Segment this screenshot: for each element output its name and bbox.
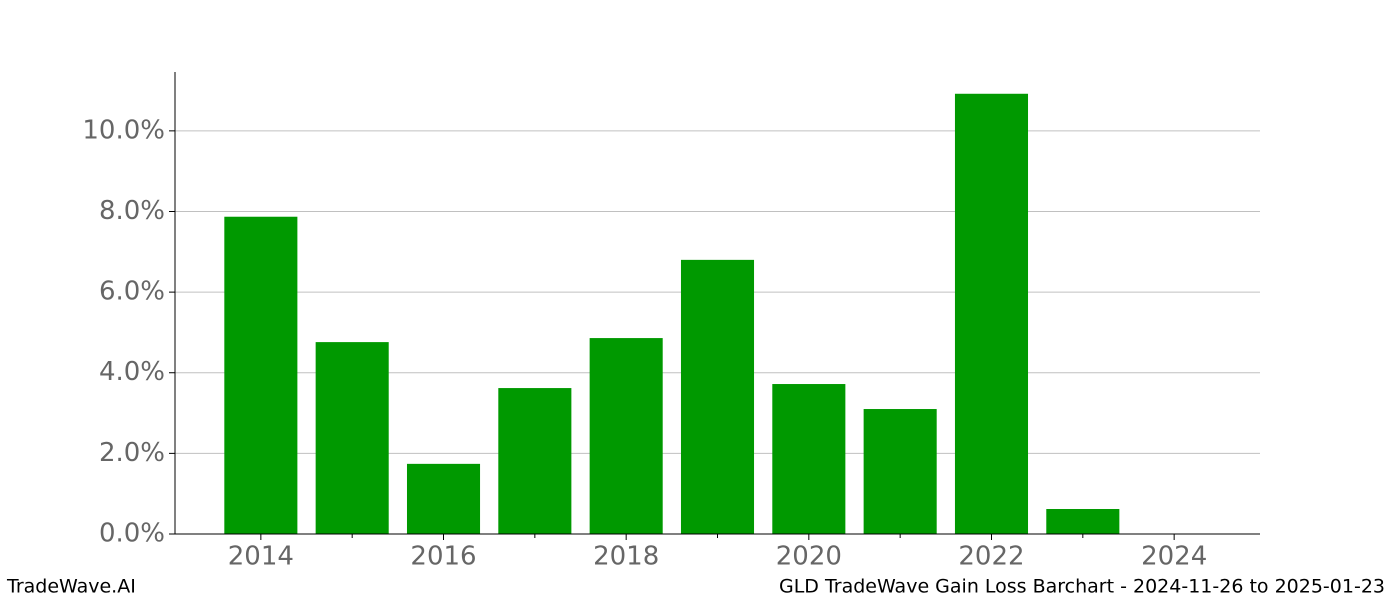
bar xyxy=(315,342,389,534)
bar xyxy=(863,409,937,534)
bar xyxy=(498,388,572,534)
y-tick-label: 4.0% xyxy=(99,357,165,387)
bar xyxy=(772,384,846,534)
x-tick-label: 2016 xyxy=(410,542,476,572)
bar xyxy=(406,463,481,534)
bar xyxy=(954,93,1029,535)
chart-title: GLD TradeWave Gain Loss Barchart - 2024-… xyxy=(779,576,1385,598)
source: TradeWave.AI xyxy=(6,576,136,598)
y-tick-label: 2.0% xyxy=(99,438,165,468)
x-tick-label: 2022 xyxy=(958,542,1024,572)
x-tick-label: 2018 xyxy=(593,542,659,572)
bar xyxy=(224,216,298,534)
x-tick-label: 2014 xyxy=(228,542,294,572)
bar xyxy=(680,259,755,534)
bar xyxy=(589,338,663,534)
x-tick-label: 2020 xyxy=(776,542,842,572)
y-tick-label: 0.0% xyxy=(99,519,165,549)
bar xyxy=(1046,509,1120,534)
y-tick-label: 6.0% xyxy=(99,277,165,307)
y-tick-label: 10.0% xyxy=(82,115,165,145)
x-tick-label: 2024 xyxy=(1141,542,1207,572)
y-tick-label: 8.0% xyxy=(99,196,165,226)
